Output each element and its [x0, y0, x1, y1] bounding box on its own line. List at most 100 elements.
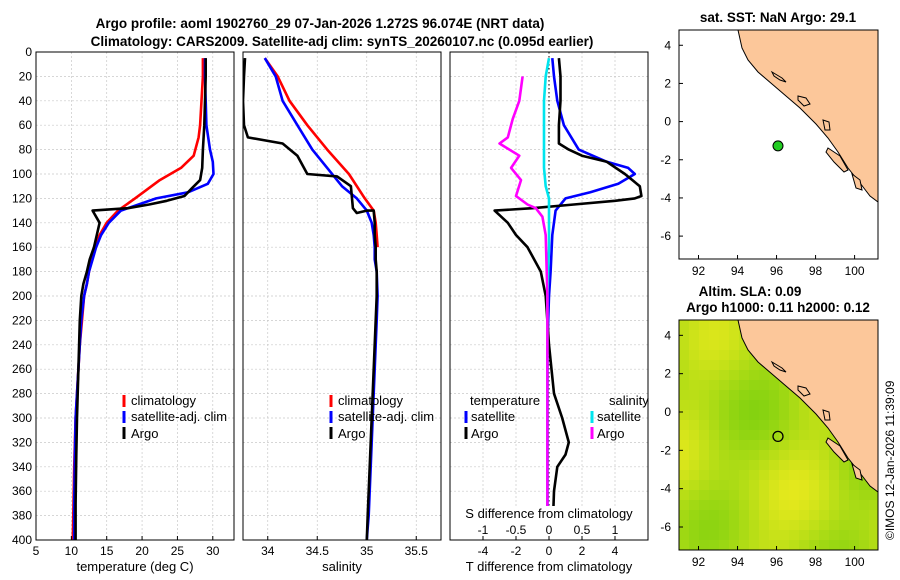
sla-cell: [779, 540, 790, 550]
sla-cell: [789, 510, 800, 521]
sla-cell: [739, 510, 750, 521]
legend-t-argo-label: Argo: [471, 426, 498, 441]
sla-cell: [719, 330, 730, 341]
sla-cell: [749, 490, 760, 501]
salinity-xlabel: salinity: [322, 559, 362, 574]
t-difference-xlabel: T difference from climatology: [466, 559, 633, 574]
sla-cell: [799, 450, 810, 461]
sla-cell: [699, 350, 710, 361]
sla-cell: [689, 390, 700, 401]
sla-cell: [779, 460, 790, 471]
sla-cell: [719, 450, 730, 461]
lon-tick-label: 92: [692, 555, 706, 569]
sla-cell: [849, 480, 860, 491]
s-difference-label: S difference from climatology: [465, 506, 633, 521]
s-difference-tick-labels: -1 -0.5 0 0.5 1: [478, 523, 619, 537]
sla-map-title-line1: Altim. SLA: 0.09: [699, 284, 802, 299]
sla-cell: [729, 450, 740, 461]
depth-tick-label: 120: [12, 191, 32, 205]
sla-cell: [689, 320, 700, 331]
sla-cell: [759, 480, 770, 491]
sla-cell: [689, 350, 700, 361]
sla-cell: [679, 430, 690, 441]
sla-cell: [689, 330, 700, 341]
lat-tick-label: -2: [660, 443, 671, 457]
sla-cell: [739, 500, 750, 511]
sst-map-panel: sat. SST: NaN Argo: 29.1 92 94 96 98 100 4 2 0 -…: [660, 10, 879, 278]
sla-cell: [739, 340, 750, 351]
sla-cell: [809, 490, 820, 501]
sla-cell: [799, 530, 810, 541]
sla-cell: [709, 540, 720, 550]
x-tick-label: 5: [33, 544, 40, 558]
sla-cell: [699, 540, 710, 550]
sla-cell: [749, 400, 760, 411]
legend-s-argo-label: Argo: [597, 426, 624, 441]
x-tick-label: 35.5: [405, 544, 429, 558]
sla-cell: [869, 510, 878, 521]
sla-cell: [869, 500, 878, 511]
sla-cell: [699, 330, 710, 341]
sla-cell: [829, 540, 840, 550]
sla-cell: [779, 400, 790, 411]
sla-cell: [789, 410, 800, 421]
climatology-line: [263, 57, 379, 248]
t-argo-line: [493, 57, 643, 540]
sla-cell: [729, 400, 740, 411]
sla-cell: [859, 500, 870, 511]
t-satellite-line: [546, 57, 637, 540]
sla-cell: [689, 500, 700, 511]
x-tick-label: 0: [546, 544, 553, 558]
figure-title-line1: Argo profile: aoml 1902760_29 07-Jan-202…: [96, 16, 545, 31]
sla-cell: [679, 500, 690, 511]
sla-cell: [679, 530, 690, 541]
sla-cell: [739, 480, 750, 491]
sla-cell: [699, 340, 710, 351]
sla-cell: [839, 490, 850, 501]
sla-cell: [769, 470, 780, 481]
legend-salinity-title: salinity: [609, 393, 649, 408]
sla-cell: [739, 450, 750, 461]
legend-s-satellite-label: satellite: [597, 409, 641, 424]
sla-cell: [749, 410, 760, 421]
sla-cell: [689, 410, 700, 421]
sla-cell: [829, 520, 840, 531]
sla-cell: [679, 400, 690, 411]
sla-cell: [699, 390, 710, 401]
sla-cell: [859, 480, 870, 491]
sla-cell: [779, 500, 790, 511]
sla-cell: [689, 430, 700, 441]
depth-tick-label: 140: [12, 216, 32, 230]
lat-tick-label: -2: [660, 153, 671, 167]
sla-cell: [759, 540, 770, 550]
sla-cell: [749, 510, 760, 521]
sla-cell: [679, 330, 690, 341]
sla-cell: [789, 440, 800, 451]
sla-cell: [819, 430, 830, 441]
lon-tick-label: 100: [845, 264, 865, 278]
sla-cell: [729, 420, 740, 431]
sla-cell: [769, 510, 780, 521]
figure-title-line2: Climatology: CARS2009. Satellite-adj cli…: [91, 34, 594, 49]
sla-cell: [769, 540, 780, 550]
sla-cell: [859, 540, 870, 550]
sla-cell: [759, 420, 770, 431]
sla-cell: [689, 510, 700, 521]
lat-tick-label: 4: [664, 38, 671, 52]
salinity-tick-labels: 34 34.5 35 35.5: [261, 536, 428, 558]
sla-cell: [799, 440, 810, 451]
sla-cell: [809, 470, 820, 481]
sla-cell: [709, 380, 720, 391]
sla-cell: [699, 360, 710, 371]
sla-cell: [709, 490, 720, 501]
sla-cell: [749, 360, 760, 371]
argo-line: [243, 58, 379, 540]
sla-cell: [769, 530, 780, 541]
depth-tick-label: 240: [12, 338, 32, 352]
sla-cell: [759, 520, 770, 531]
depth-tick-label: 80: [19, 143, 33, 157]
sla-cell: [839, 470, 850, 481]
sla-cell: [849, 490, 860, 501]
sla-cell: [679, 450, 690, 461]
